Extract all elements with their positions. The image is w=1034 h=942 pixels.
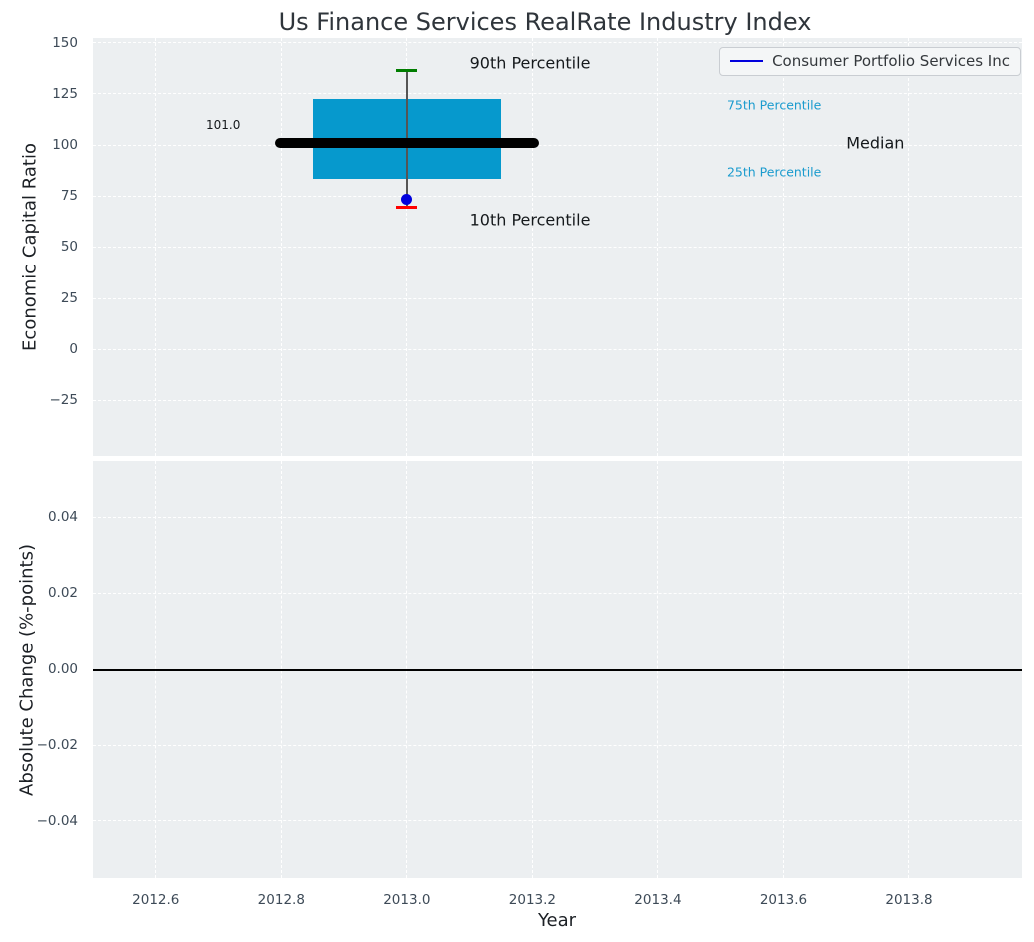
legend: Consumer Portfolio Services Inc [719, 47, 1021, 76]
y-tick-label: 125 [52, 85, 78, 102]
y-tick-label: 150 [52, 34, 78, 51]
gridline-horizontal [93, 348, 1022, 350]
y-tick-label: 75 [60, 187, 78, 204]
gridline-horizontal [93, 400, 1022, 402]
annotation-90th-percentile: 90th Percentile [469, 53, 591, 73]
legend-line-sample-icon [730, 59, 764, 63]
zero-reference-line [93, 668, 1022, 671]
gridline-horizontal [93, 42, 1022, 44]
gridline-vertical [155, 38, 157, 456]
x-tick-label: 2013.6 [759, 892, 808, 908]
gridline-vertical [782, 38, 784, 456]
y-tick-label: −0.02 [36, 736, 78, 753]
bottom-axes [93, 461, 1022, 878]
y-tick-label: −0.04 [36, 812, 78, 829]
y-tick-label: 25 [60, 290, 78, 307]
gridline-vertical [531, 38, 533, 456]
annotation-101-0: 101.0 [205, 117, 241, 132]
annotation-25th-percentile: 25th Percentile [726, 164, 822, 180]
p90-whisker-cap [396, 68, 418, 73]
gridline-vertical [657, 38, 659, 456]
x-axis-label: Year [537, 910, 577, 931]
y-tick-label: 0 [69, 341, 78, 358]
annotation-10th-percentile: 10th Percentile [469, 210, 591, 230]
x-tick-label: 2012.6 [132, 892, 180, 908]
gridline-horizontal [93, 297, 1022, 299]
annotation-75th-percentile: 75th Percentile [726, 97, 822, 113]
x-tick-label: 2013.8 [885, 892, 933, 908]
x-tick-label: 2012.8 [257, 892, 305, 908]
gridline-horizontal [93, 517, 1022, 519]
legend-label: Consumer Portfolio Services Inc [772, 52, 1010, 70]
x-tick-label: 2013.4 [634, 892, 682, 908]
annotation-median: Median [846, 133, 905, 153]
company-point [401, 193, 413, 205]
median-line [275, 138, 539, 149]
gridline-vertical [908, 38, 910, 456]
gridline-horizontal [93, 195, 1022, 197]
chart-title: Us Finance Services RealRate Industry In… [278, 8, 812, 36]
gridline-vertical [280, 38, 282, 456]
y-tick-label: 50 [60, 239, 78, 255]
gridline-horizontal [93, 93, 1022, 95]
top-axes [93, 38, 1022, 456]
y-tick-label: 0.04 [47, 509, 78, 526]
x-tick-label: 2013.0 [383, 892, 431, 908]
gridline-horizontal [93, 744, 1022, 746]
p10-whisker-cap [396, 205, 418, 210]
x-tick-label: 2013.2 [508, 892, 557, 908]
y-tick-label: 100 [52, 136, 78, 153]
gridline-horizontal [93, 246, 1022, 248]
gridline-horizontal [93, 592, 1022, 594]
gridline-horizontal [93, 144, 1022, 146]
y-tick-label: 0.02 [47, 585, 78, 602]
y-tick-label: 0.00 [47, 661, 78, 677]
gridline-vertical [406, 38, 408, 456]
gridline-horizontal [93, 820, 1022, 822]
y-tick-label: −25 [49, 392, 79, 409]
